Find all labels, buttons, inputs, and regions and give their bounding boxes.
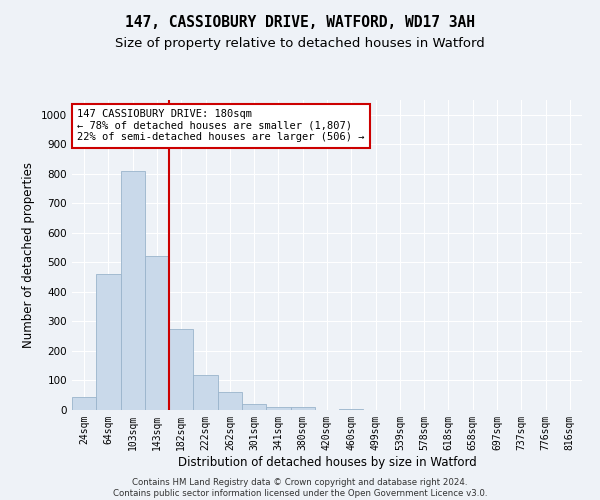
Bar xyxy=(121,171,145,410)
Text: Size of property relative to detached houses in Watford: Size of property relative to detached ho… xyxy=(115,38,485,51)
Bar xyxy=(96,274,121,410)
Bar xyxy=(145,256,169,410)
Text: 147, CASSIOBURY DRIVE, WATFORD, WD17 3AH: 147, CASSIOBURY DRIVE, WATFORD, WD17 3AH xyxy=(125,15,475,30)
Bar xyxy=(218,392,242,410)
Text: 147 CASSIOBURY DRIVE: 180sqm
← 78% of detached houses are smaller (1,807)
22% of: 147 CASSIOBURY DRIVE: 180sqm ← 78% of de… xyxy=(77,110,365,142)
Bar xyxy=(290,407,315,410)
Bar xyxy=(193,374,218,410)
Bar xyxy=(242,404,266,410)
Bar xyxy=(72,397,96,410)
Text: Contains HM Land Registry data © Crown copyright and database right 2024.
Contai: Contains HM Land Registry data © Crown c… xyxy=(113,478,487,498)
X-axis label: Distribution of detached houses by size in Watford: Distribution of detached houses by size … xyxy=(178,456,476,468)
Y-axis label: Number of detached properties: Number of detached properties xyxy=(22,162,35,348)
Bar xyxy=(266,407,290,410)
Bar xyxy=(339,408,364,410)
Bar xyxy=(169,329,193,410)
